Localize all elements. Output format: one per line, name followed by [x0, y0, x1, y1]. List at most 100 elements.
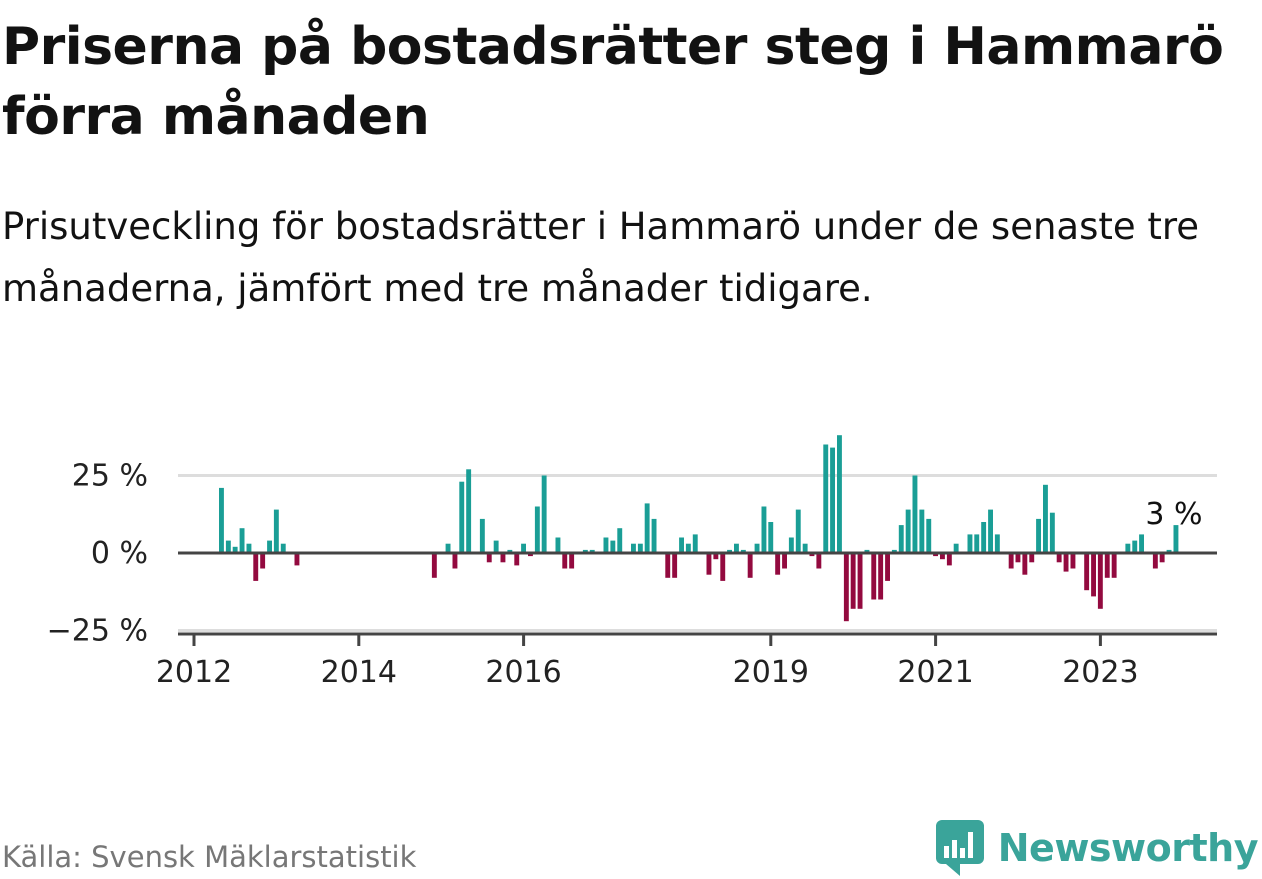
- bar-2021-03: [946, 553, 952, 566]
- bar-chart: 25 % 0 % −25 %2012 2014 2016 2019 2021 2023 3 %: [47, 435, 1217, 690]
- bar-2022-08: [1063, 553, 1069, 572]
- bar-2022-11: [1084, 553, 1090, 591]
- bar-2021-08: [981, 522, 987, 553]
- bar-2023-09: [1152, 553, 1158, 569]
- bar-2019-12: [843, 553, 849, 622]
- x-tick-label: 2012: [156, 655, 232, 690]
- bar-2016-06: [555, 537, 561, 553]
- bar-2019-07: [809, 553, 815, 557]
- bar-2017-11: [672, 553, 678, 578]
- bar-2013-04: [294, 553, 300, 566]
- bar-2015-11: [507, 549, 513, 553]
- bar-2018-12: [761, 506, 767, 553]
- bar-2020-10: [912, 475, 918, 553]
- bar-2022-04: [1036, 518, 1041, 553]
- x-tick-label: 2019: [733, 655, 809, 690]
- bar-2019-06: [802, 543, 808, 553]
- bar-2015-05: [466, 469, 472, 553]
- bar-2012-06: [225, 540, 231, 553]
- bar-2012-09: [246, 543, 252, 553]
- bar-2016-04: [541, 475, 547, 553]
- bar-2018-01: [685, 543, 691, 553]
- bar-2022-05: [1043, 484, 1048, 553]
- bar-2023-05: [1125, 543, 1131, 553]
- bar-2017-02: [610, 540, 616, 553]
- bar-2020-11: [919, 509, 925, 553]
- bar-2019-05: [795, 509, 801, 553]
- bar-2022-09: [1070, 553, 1076, 569]
- bar-2017-07: [644, 503, 650, 553]
- bar-2016-07: [562, 553, 568, 569]
- bar-2012-05: [219, 487, 224, 553]
- bar-2015-08: [486, 553, 492, 563]
- newsworthy-logo: Newsworthy: [934, 818, 1259, 878]
- brand-name: Newsworthy: [997, 826, 1259, 870]
- bar-2016-08: [569, 553, 575, 569]
- bar-2023-06: [1132, 540, 1138, 553]
- bar-2016-01: [521, 543, 526, 553]
- y-tick-label: 0 %: [91, 536, 148, 571]
- bar-2019-09: [823, 444, 829, 553]
- bar-2023-10: [1159, 553, 1165, 563]
- bar-2018-04: [706, 553, 712, 575]
- bar-2021-04: [953, 543, 959, 553]
- bar-2018-11: [754, 543, 760, 553]
- bar-2013-01: [273, 509, 279, 553]
- bar-2020-01: [850, 553, 856, 609]
- bar-2017-01: [603, 537, 609, 553]
- bar-2018-08: [734, 543, 739, 553]
- bar-2015-10: [500, 553, 506, 563]
- bar-2015-02: [445, 543, 451, 553]
- bar-2020-02: [857, 553, 863, 609]
- bar-2018-02: [692, 534, 698, 553]
- bar-2021-12: [1008, 553, 1014, 569]
- bar-2020-03: [864, 549, 870, 553]
- bar-2020-08: [898, 525, 904, 553]
- bar-2012-12: [267, 540, 272, 553]
- bar-2020-09: [905, 509, 911, 553]
- bar-2015-04: [459, 481, 465, 553]
- bar-2018-10: [747, 553, 753, 578]
- bar-2020-04: [871, 553, 877, 600]
- bar-2019-10: [830, 447, 835, 553]
- bar-2023-03: [1111, 553, 1117, 578]
- bar-2022-07: [1056, 553, 1062, 563]
- bar-2023-07: [1139, 534, 1144, 553]
- bar-2020-06: [885, 553, 890, 581]
- bar-2019-03: [782, 553, 787, 569]
- bar-2020-12: [926, 518, 932, 553]
- bar-2015-03: [452, 553, 458, 569]
- bar-2012-10: [253, 553, 259, 581]
- bar-2021-06: [967, 534, 973, 553]
- bar-2019-08: [816, 553, 822, 569]
- bar-2023-11: [1166, 549, 1172, 553]
- bar-2020-05: [878, 553, 884, 600]
- bar-2023-01: [1097, 553, 1103, 609]
- bar-2019-01: [768, 522, 774, 553]
- bar-2018-07: [727, 549, 732, 553]
- bar-2019-04: [788, 537, 794, 553]
- bar-2016-10: [582, 549, 588, 553]
- bar-2015-09: [493, 540, 499, 553]
- bar-2021-09: [988, 509, 993, 553]
- bar-2015-07: [479, 518, 485, 553]
- x-tick-label: 2021: [897, 655, 973, 690]
- bar-2015-12: [514, 553, 520, 566]
- y-tick-label: −25 %: [47, 614, 148, 649]
- bar-2019-02: [775, 553, 781, 575]
- bar-2016-03: [534, 506, 540, 553]
- x-tick-label: 2014: [321, 655, 397, 690]
- latest-value-annotation: 3 %: [1145, 497, 1202, 532]
- chart-title: Priserna på bostadsrätter steg i Hammarö…: [2, 17, 1224, 147]
- bar-2012-08: [239, 528, 245, 553]
- bar-2012-07: [232, 546, 238, 553]
- bar-2013-02: [280, 543, 286, 553]
- bar-2020-07: [891, 549, 897, 553]
- bar-2022-06: [1049, 512, 1055, 553]
- bar-2019-11: [837, 435, 842, 553]
- bar-2022-01: [1015, 553, 1021, 563]
- source-note: Källa: Svensk Mäklarstatistik: [2, 840, 417, 874]
- x-tick-label: 2016: [485, 655, 561, 690]
- bar-chart-logo-icon: [935, 820, 984, 876]
- bar-2016-02: [528, 553, 533, 557]
